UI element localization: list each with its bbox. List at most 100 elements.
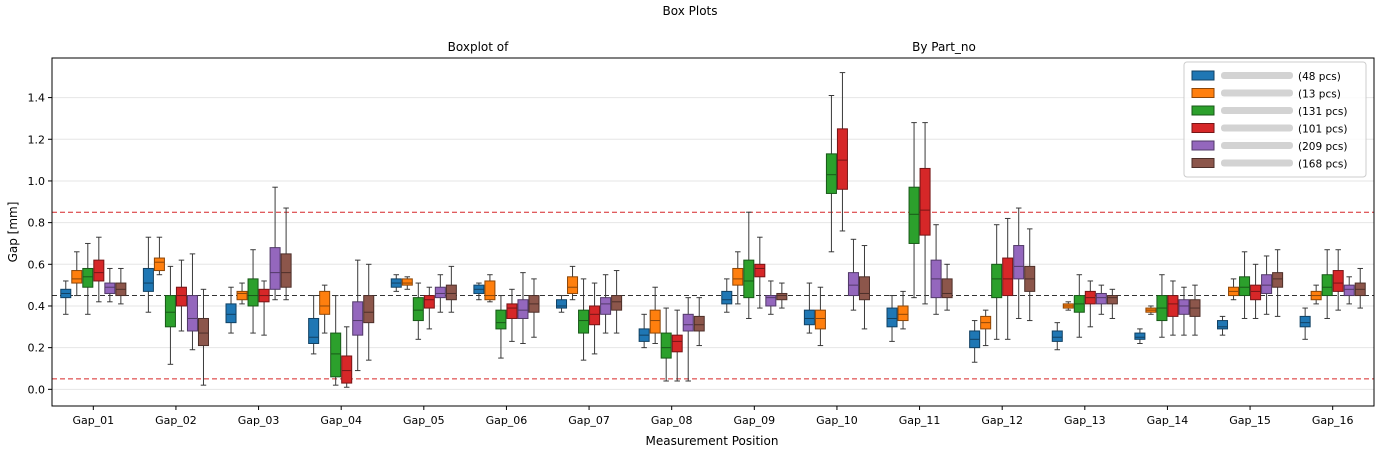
box bbox=[1299, 315, 1311, 328]
x-tick-label: Gap_06 bbox=[486, 414, 528, 427]
legend-swatch bbox=[1191, 158, 1215, 168]
legend-entry-label: (168 pcs) bbox=[1298, 159, 1347, 171]
reference-lines bbox=[52, 211, 1374, 380]
box bbox=[611, 295, 623, 311]
x-tick-label: Gap_16 bbox=[1312, 414, 1354, 427]
box bbox=[803, 309, 815, 326]
box-group bbox=[721, 211, 788, 319]
box bbox=[556, 299, 568, 309]
box bbox=[991, 263, 1003, 299]
box-group bbox=[308, 259, 375, 388]
y-tick-label: 1.4 bbox=[28, 92, 46, 105]
box bbox=[93, 259, 105, 282]
legend-entry-label: (48 pcs) bbox=[1298, 71, 1341, 83]
box bbox=[1051, 330, 1063, 342]
box bbox=[765, 295, 777, 307]
box-group bbox=[1051, 274, 1118, 351]
box bbox=[308, 317, 320, 344]
box bbox=[1106, 295, 1118, 305]
legend-entry-label: (209 pcs) bbox=[1298, 141, 1347, 153]
box bbox=[825, 153, 837, 194]
box bbox=[1272, 272, 1284, 288]
box bbox=[1217, 320, 1229, 330]
box bbox=[517, 299, 529, 319]
y-tick-label: 0.0 bbox=[28, 383, 46, 396]
y-tick-label: 0.8 bbox=[28, 217, 46, 230]
box bbox=[721, 290, 733, 305]
x-tick-label: Gap_08 bbox=[651, 414, 693, 427]
x-tick-label: Gap_04 bbox=[320, 414, 362, 427]
box bbox=[82, 267, 94, 288]
box bbox=[1261, 274, 1273, 294]
x-tick-label: Gap_14 bbox=[1147, 414, 1189, 427]
legend-redacted-label bbox=[1221, 124, 1293, 132]
x-axis: Gap_01 Gap_02 Gap_03 Gap_04 Gap_05 Gap_06 Gap_… bbox=[72, 406, 1354, 427]
box-group bbox=[390, 265, 457, 340]
box bbox=[847, 272, 859, 297]
box bbox=[1095, 292, 1107, 305]
box bbox=[1239, 276, 1251, 297]
legend-entry-label: (13 pcs) bbox=[1298, 89, 1341, 101]
box bbox=[682, 313, 694, 332]
x-tick-label: Gap_09 bbox=[733, 414, 775, 427]
x-tick-label: Gap_07 bbox=[568, 414, 610, 427]
box bbox=[919, 167, 931, 236]
box bbox=[484, 280, 496, 301]
box bbox=[236, 290, 248, 301]
box-group bbox=[473, 272, 540, 359]
box bbox=[1134, 332, 1146, 340]
box-group bbox=[556, 265, 623, 361]
x-axis-label: Measurement Position bbox=[646, 434, 779, 448]
box-group bbox=[60, 236, 127, 315]
box bbox=[1332, 270, 1344, 292]
box bbox=[1178, 299, 1190, 315]
box bbox=[732, 267, 744, 286]
box bbox=[1167, 295, 1179, 317]
legend-swatch bbox=[1191, 105, 1215, 116]
legend-redacted-label bbox=[1221, 89, 1293, 97]
box bbox=[671, 334, 683, 353]
y-tick-label: 0.4 bbox=[28, 300, 46, 313]
x-tick-label: Gap_13 bbox=[1064, 414, 1106, 427]
box bbox=[1343, 284, 1355, 297]
box bbox=[1250, 284, 1262, 301]
box bbox=[319, 290, 331, 315]
box bbox=[225, 303, 237, 324]
box-group bbox=[886, 122, 953, 342]
y-tick-label: 1.0 bbox=[28, 175, 46, 188]
legend-swatch bbox=[1191, 140, 1215, 151]
box bbox=[280, 253, 292, 288]
box bbox=[164, 295, 176, 328]
legend: (48 pcs) (13 pcs) (131 pcs) (101 pcs) (209 p… bbox=[1183, 61, 1367, 178]
chart-suptitle: Box Plots bbox=[663, 4, 718, 18]
box bbox=[434, 286, 446, 299]
legend-entry-label: (101 pcs) bbox=[1298, 124, 1347, 136]
box-group bbox=[1134, 274, 1201, 344]
box bbox=[175, 286, 187, 307]
box bbox=[1013, 245, 1025, 280]
box-group bbox=[803, 72, 870, 347]
y-tick-label: 0.6 bbox=[28, 258, 46, 271]
box bbox=[754, 263, 766, 278]
box bbox=[104, 282, 116, 294]
x-tick-label: Gap_01 bbox=[72, 414, 114, 427]
box-group bbox=[1217, 249, 1284, 336]
x-tick-label: Gap_12 bbox=[981, 414, 1023, 427]
box-group bbox=[1299, 249, 1366, 340]
box bbox=[814, 309, 826, 330]
box-group bbox=[638, 286, 705, 382]
box bbox=[567, 276, 579, 294]
grid-lines bbox=[52, 97, 1374, 390]
box bbox=[693, 315, 705, 332]
legend-entry-label: (131 pcs) bbox=[1298, 106, 1347, 118]
legend-swatch bbox=[1191, 70, 1215, 81]
box-groups bbox=[60, 72, 1366, 388]
box bbox=[941, 278, 953, 299]
box bbox=[776, 292, 788, 301]
box bbox=[660, 332, 672, 359]
box-group bbox=[225, 186, 292, 336]
y-tick-label: 1.2 bbox=[28, 133, 46, 146]
box bbox=[363, 295, 375, 324]
box-group bbox=[142, 236, 209, 386]
